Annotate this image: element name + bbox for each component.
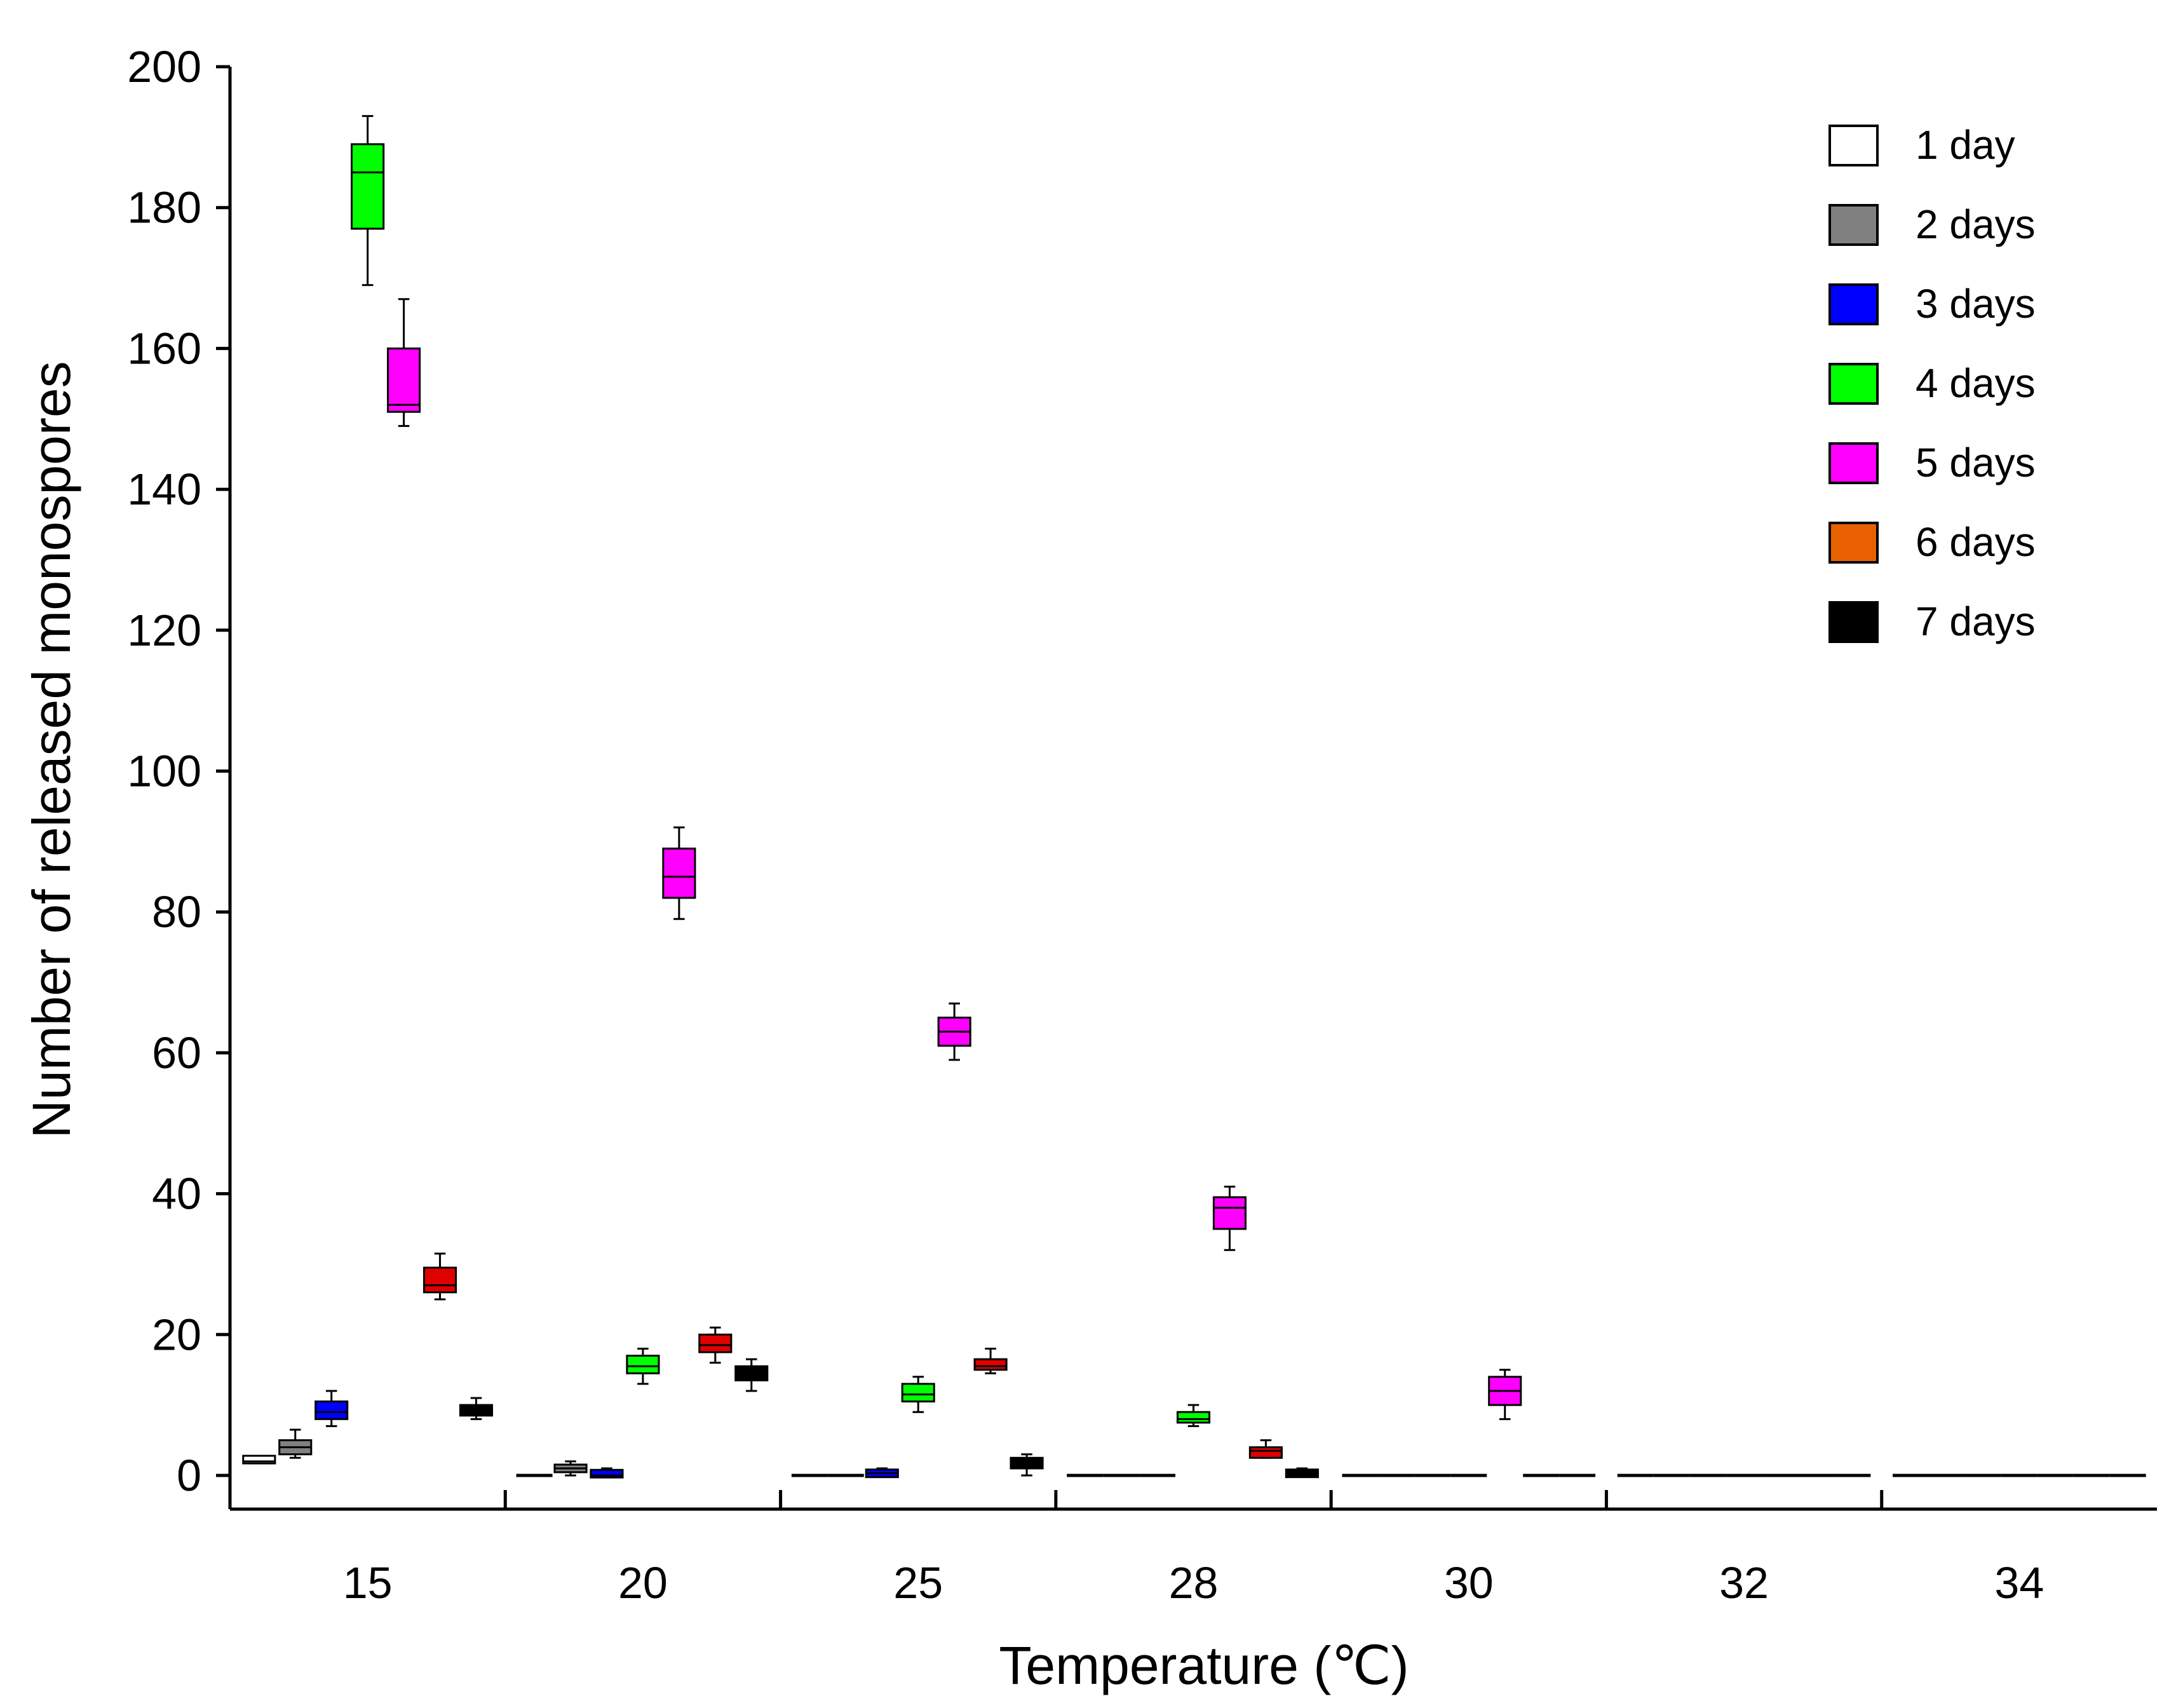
- x-axis-title: Temperature (℃): [999, 1636, 1409, 1695]
- legend-label: 3 days: [1916, 281, 2036, 327]
- y-tick-label: 180: [127, 183, 201, 233]
- box-body: [1212, 1196, 1247, 1230]
- box-7-days-15: [459, 1397, 494, 1420]
- box-body: [973, 1358, 1008, 1371]
- box-5-days-20: [662, 826, 696, 920]
- x-tick-label: 15: [343, 1558, 393, 1608]
- box-body: [1176, 1411, 1211, 1424]
- box-body: [422, 1266, 457, 1294]
- legend-label: 5 days: [1916, 440, 2036, 485]
- box-4-days-25: [901, 1376, 935, 1413]
- box-body: [626, 1355, 660, 1374]
- y-tick-label: 20: [152, 1310, 201, 1359]
- box-body: [1010, 1456, 1044, 1470]
- y-tick-label: 40: [152, 1169, 201, 1219]
- box-body: [459, 1404, 494, 1417]
- box-body: [1248, 1446, 1283, 1459]
- y-tick-label: 80: [152, 887, 201, 937]
- y-axis-title: Number of released monospores: [22, 361, 81, 1138]
- box-body: [662, 847, 696, 899]
- legend-label: 4 days: [1916, 360, 2036, 406]
- box-6-days-20: [698, 1326, 733, 1364]
- x-ticks: 15 20 25 28 30 32 34: [343, 1490, 2044, 1608]
- box-2-days-20: [553, 1460, 588, 1477]
- box-4-days-20: [626, 1347, 660, 1385]
- y-tick-label: 200: [127, 42, 201, 92]
- legend-label: 7 days: [1916, 599, 2036, 644]
- y-ticks: 0 20 40 60 80 100 120 140 160 180 200: [127, 42, 230, 1500]
- legend-swatch: [1828, 125, 1879, 166]
- x-tick-label: 20: [618, 1558, 668, 1608]
- box-5-days-28: [1212, 1186, 1247, 1251]
- legend-swatch: [1828, 522, 1879, 564]
- box-7-days-25: [1010, 1453, 1044, 1477]
- box-5-days-15: [387, 298, 421, 427]
- box-2-days-15: [278, 1428, 313, 1459]
- y-tick-label: 120: [127, 606, 201, 655]
- box-body: [698, 1333, 733, 1353]
- x-tick-label: 28: [1169, 1558, 1219, 1608]
- x-tick-label: 34: [1994, 1558, 2044, 1608]
- legend-swatch: [1828, 601, 1879, 643]
- legend-label: 1 day: [1916, 122, 2015, 168]
- x-tick-label: 25: [893, 1558, 943, 1608]
- y-tick-label: 140: [127, 464, 201, 514]
- box-1-day-15: [242, 1454, 276, 1465]
- box-4-days-28: [1176, 1404, 1211, 1427]
- legend: 1 day 2 days 3 days 4 days 5 days 6 days 7 day…: [1828, 122, 2036, 644]
- legend-label: 2 days: [1916, 201, 2036, 247]
- box-7-days-28: [1285, 1467, 1319, 1479]
- box-3-days-25: [865, 1467, 899, 1479]
- axes: [228, 67, 2157, 1511]
- box-5-days-30: [1488, 1369, 1522, 1420]
- box-3-days-20: [590, 1467, 624, 1479]
- x-tick-label: 30: [1444, 1558, 1494, 1608]
- y-tick-label: 100: [127, 747, 201, 796]
- y-tick-label: 160: [127, 323, 201, 373]
- y-tick-label: 0: [177, 1451, 201, 1500]
- box-6-days-15: [422, 1252, 457, 1301]
- y-tick-label: 60: [152, 1028, 201, 1078]
- legend-swatch: [1828, 363, 1879, 405]
- legend-label: 6 days: [1916, 519, 2036, 565]
- box-7-days-20: [734, 1358, 769, 1392]
- legend-swatch: [1828, 204, 1879, 246]
- box-6-days-28: [1248, 1439, 1283, 1459]
- box-body: [351, 143, 385, 230]
- box-3-days-15: [314, 1390, 349, 1427]
- legend-swatch: [1828, 442, 1879, 484]
- legend-swatch: [1828, 283, 1879, 325]
- box-5-days-25: [937, 1002, 971, 1061]
- box-6-days-25: [973, 1347, 1008, 1374]
- box-body: [387, 347, 421, 413]
- box-4-days-15: [351, 115, 385, 287]
- x-tick-label: 32: [1719, 1558, 1769, 1608]
- box-body: [314, 1400, 349, 1420]
- box-body: [901, 1383, 935, 1403]
- box-plot-marks: [242, 115, 2146, 1479]
